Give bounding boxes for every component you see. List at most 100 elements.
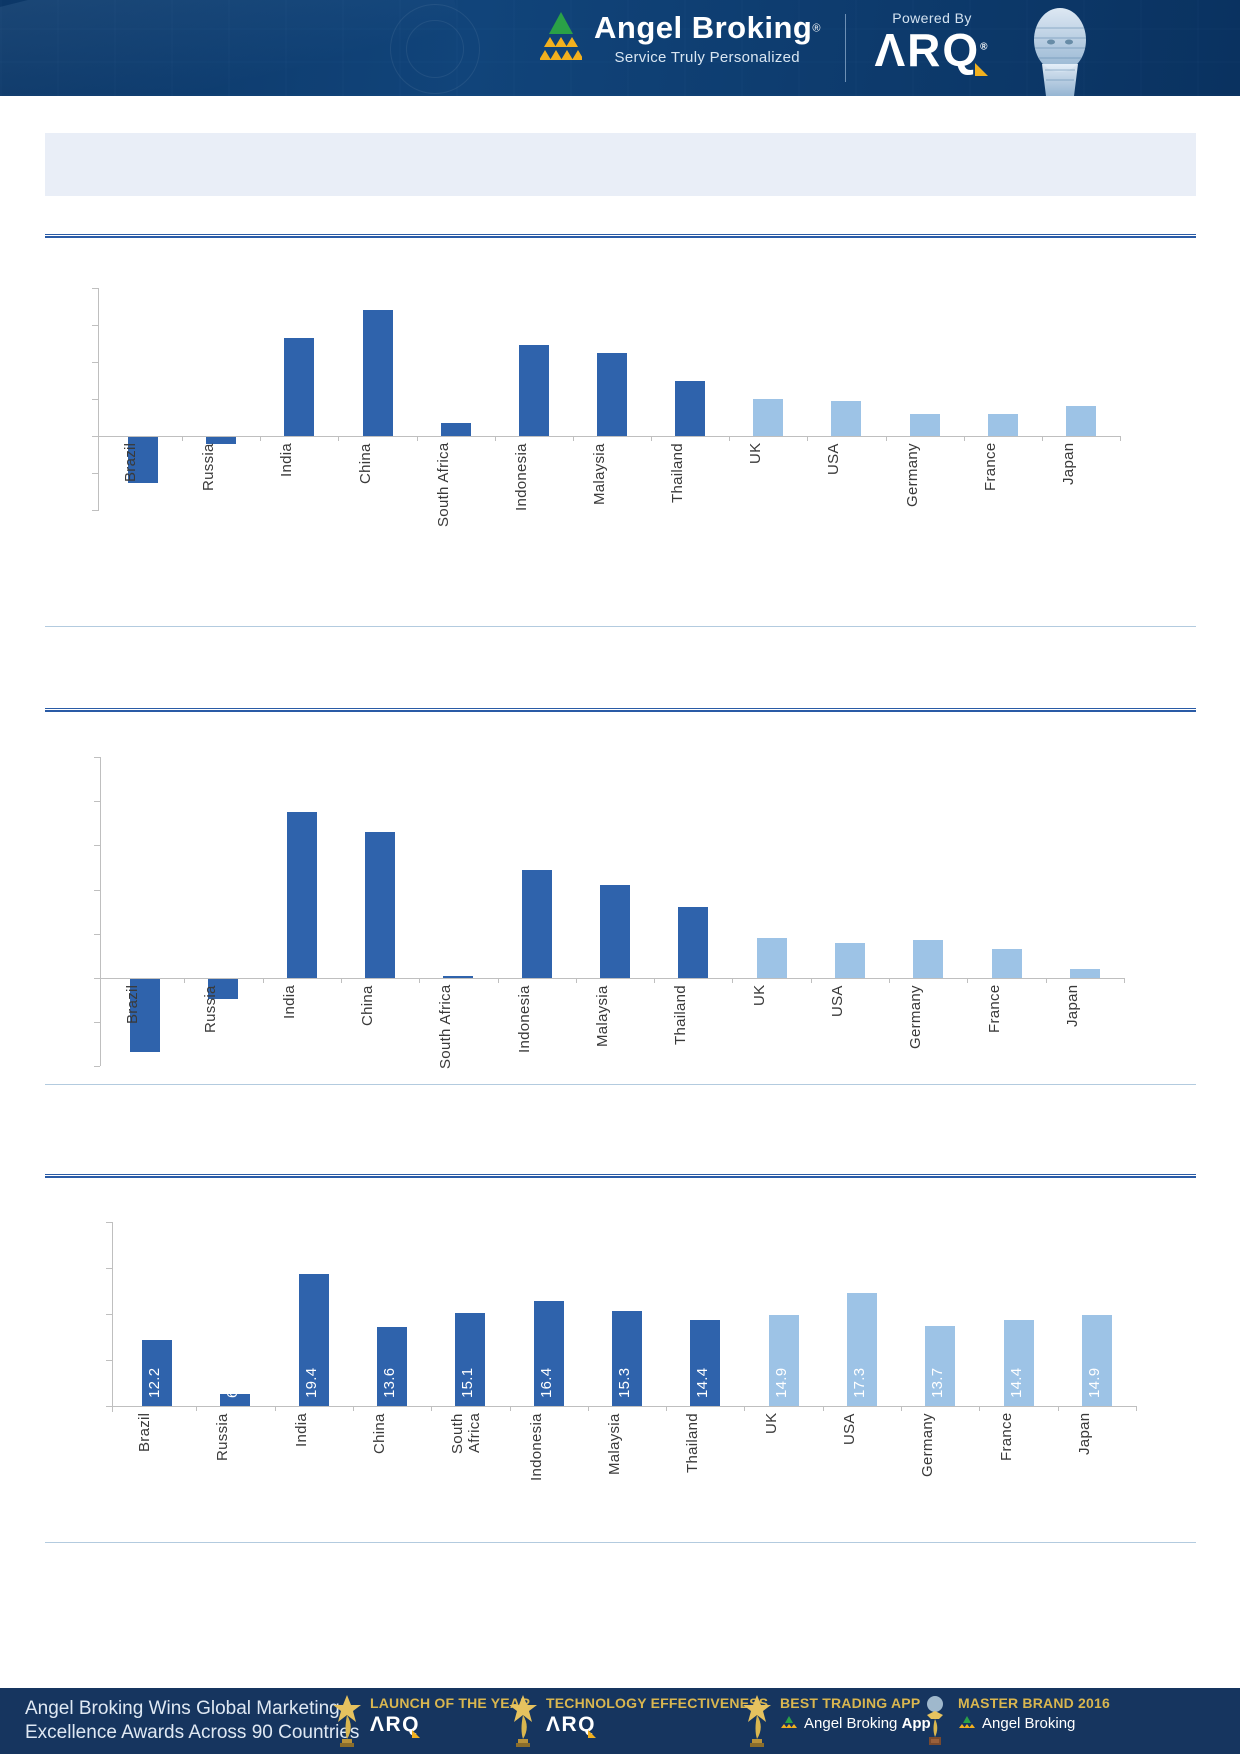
x-label-russia: Russia [200, 443, 218, 491]
award-title: MASTER BRAND 2016 [958, 1695, 1110, 1711]
award-title: BEST TRADING APP [780, 1695, 921, 1711]
section-2-header-rule [45, 708, 1196, 712]
star-trophy-icon [743, 1695, 771, 1747]
x-label-china: China [371, 1413, 389, 1454]
bar-value-label-brazil: 12.2 [146, 1367, 164, 1398]
x-axis-tick [419, 978, 421, 983]
bar-thailand [678, 907, 709, 978]
bar-germany [909, 413, 940, 436]
bar-malaysia [612, 1311, 642, 1406]
x-axis-tick [810, 978, 812, 983]
award-title: LAUNCH OF THE YEAR [370, 1695, 531, 1711]
y-axis-tick [94, 1066, 100, 1068]
bar-france [1003, 1319, 1034, 1406]
x-label-thailand: Thailand [684, 1413, 702, 1473]
arq-triangle-icon [974, 63, 988, 77]
bar-value-label-south-africa: 15.1 [459, 1367, 477, 1398]
award-best-trading-app: BEST TRADING APP Angel Broking App [742, 1695, 931, 1747]
brand-block: Angel Broking® Service Truly Personalize… [540, 10, 821, 76]
bar-russia [208, 979, 239, 999]
bar-france [987, 413, 1018, 436]
x-label-uk: UK [750, 985, 768, 1007]
x-label-malaysia: Malaysia [594, 985, 611, 1047]
bar-brazil [142, 1339, 173, 1406]
bar-japan [1065, 406, 1096, 436]
section-2-bottom-rule [45, 1084, 1196, 1085]
x-axis-tick [1136, 1406, 1137, 1411]
x-label-china: China [356, 443, 374, 484]
brand-registered-mark: ® [812, 22, 821, 35]
award-arq-logo: ΛRQ [370, 1713, 421, 1738]
x-axis-tick [1124, 978, 1125, 983]
bar-malaysia [600, 885, 630, 978]
x-label-thailand: Thailand [672, 985, 690, 1045]
y-axis-tick [106, 1268, 112, 1269]
y-axis-tick [94, 978, 100, 979]
x-label-uk: UK [762, 1413, 780, 1435]
x-axis-tick [497, 978, 499, 983]
bar-indonesia [518, 345, 549, 436]
y-axis-tick [94, 889, 100, 891]
bar-value-label-uk: 14.9 [772, 1367, 790, 1398]
x-label-japan: Japan [1059, 443, 1077, 486]
x-label-brazil: Brazil [136, 1413, 154, 1453]
x-label-brazil: Brazil [124, 985, 142, 1025]
x-label-indonesia: Indonesia [512, 443, 530, 511]
x-axis-tick [352, 1406, 354, 1411]
y-axis-tick [92, 510, 98, 511]
bar-china [365, 832, 396, 978]
star-trophy-icon [333, 1695, 361, 1747]
x-axis-tick [509, 1406, 511, 1411]
y-axis-tick [94, 1022, 100, 1024]
header-banner: Angel Broking® Service Truly Personalize… [0, 0, 1240, 96]
x-axis-tick [732, 978, 734, 983]
bar-russia [206, 437, 237, 445]
x-axis-tick [729, 436, 731, 441]
star-trophy-icon [509, 1695, 537, 1747]
x-axis-tick [184, 978, 186, 983]
bar-usa [846, 1292, 877, 1406]
section-3-bottom-rule [45, 1542, 1196, 1543]
x-label-germany: Germany [907, 985, 925, 1049]
bar-value-label-russia: 6.3 [224, 1376, 242, 1398]
y-axis [98, 288, 99, 511]
bar-germany [925, 1325, 956, 1406]
bar-brazil [128, 437, 159, 484]
x-label-france: France [997, 1413, 1015, 1462]
y-axis-tick [92, 288, 98, 289]
brand-name: Angel Broking® [594, 10, 821, 45]
x-label-malaysia: Malaysia [606, 1413, 623, 1475]
angel-broking-logo-icon [540, 12, 582, 60]
section-1-header-rule [45, 234, 1196, 238]
x-axis-tick [1045, 978, 1047, 983]
y-axis-tick [92, 473, 98, 474]
x-label-usa: USA [840, 1413, 858, 1445]
x-axis-tick [260, 436, 262, 441]
y-axis-tick [106, 1406, 112, 1407]
bar-usa [834, 942, 865, 978]
x-axis [100, 978, 1124, 979]
bar-value-label-france: 14.4 [1007, 1367, 1025, 1398]
bar-thailand [675, 380, 706, 436]
x-axis-tick [340, 978, 342, 983]
x-axis-tick [1057, 1406, 1059, 1411]
award-technology-effectiveness: TECHNOLOGY EFFECTIVENESS ΛRQ [508, 1695, 768, 1747]
bar-south-africa [455, 1313, 486, 1406]
x-label-usa: USA [828, 985, 846, 1017]
x-axis-tick [807, 436, 809, 441]
x-axis-tick [1120, 436, 1121, 441]
header-circuit-pattern [0, 0, 1240, 96]
bar-value-label-usa: 17.3 [850, 1367, 868, 1398]
x-label-france: France [981, 443, 999, 492]
x-axis-tick [338, 436, 340, 441]
x-axis-tick [666, 1406, 668, 1411]
angel-broking-mini-logo-icon [959, 1716, 975, 1728]
y-axis-tick [92, 399, 98, 400]
arq-registered-mark: ® [980, 41, 990, 53]
x-axis-tick [587, 1406, 589, 1411]
footer-message-line1: Angel Broking Wins Global Marketing [25, 1698, 340, 1719]
x-axis-tick [822, 1406, 824, 1411]
x-label-south-africa: South Africa [434, 443, 452, 528]
y-axis-tick [94, 801, 100, 803]
